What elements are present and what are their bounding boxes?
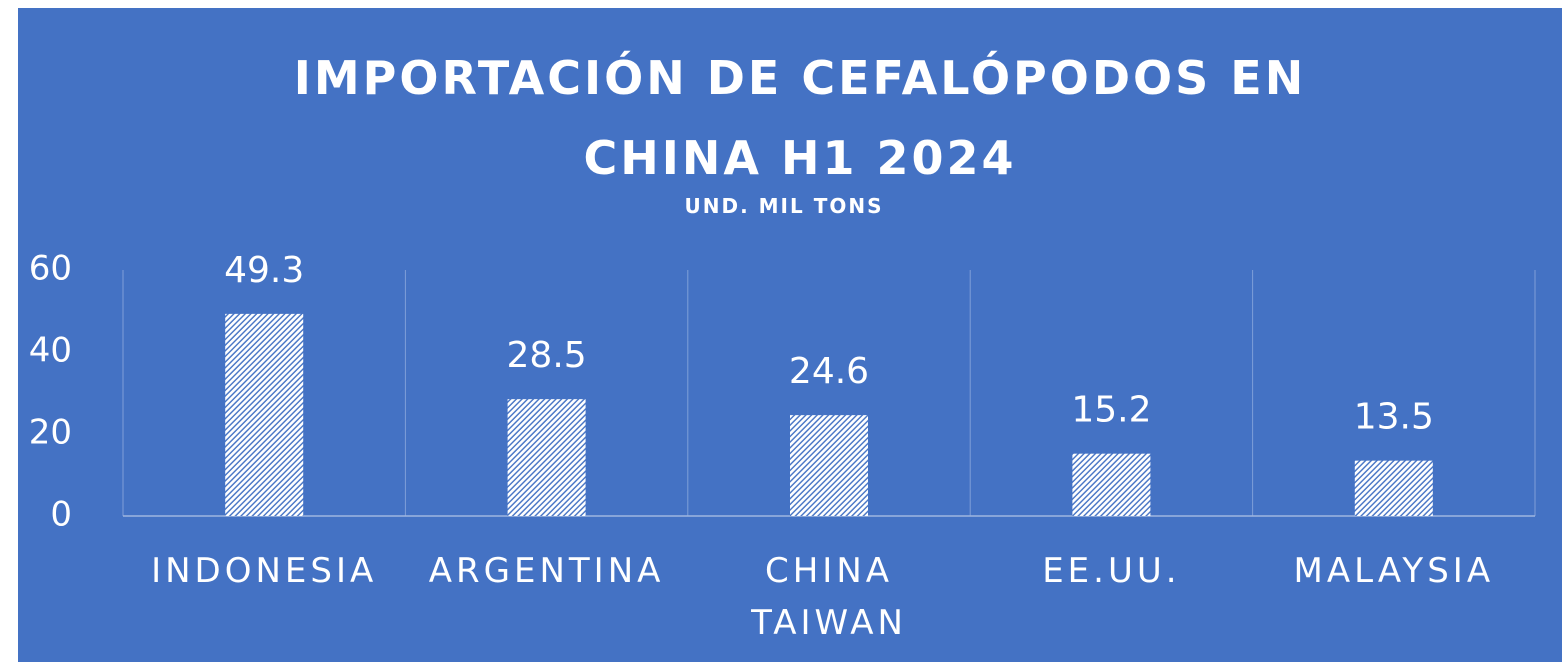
y-tick-label: 0 <box>50 495 72 535</box>
x-tick-label: ARGENTINA <box>428 551 665 591</box>
data-label: 15.2 <box>1071 390 1151 431</box>
chart-subtitle: UND. MIL TONS <box>684 194 884 218</box>
x-tick-label: CHINA TAIWAN <box>751 551 907 643</box>
y-tick-label: 40 <box>29 331 72 371</box>
y-tick-label: 60 <box>29 249 72 289</box>
bar <box>1354 460 1433 516</box>
x-tick-label: MALAYSIA <box>1293 551 1495 591</box>
bar <box>1072 453 1151 516</box>
y-tick-label: 20 <box>29 413 72 453</box>
chart-title: IMPORTACIÓN DE CEFALÓPODOS EN CHINA H1 2… <box>293 51 1307 185</box>
data-label: 28.5 <box>507 335 587 376</box>
data-label: 49.3 <box>224 250 304 291</box>
bar <box>507 399 586 516</box>
bar <box>790 415 868 516</box>
x-tick-label: INDONESIA <box>151 551 378 591</box>
data-label: 24.6 <box>789 351 869 392</box>
bar <box>225 313 304 516</box>
x-tick-label: EE.UU. <box>1042 551 1181 591</box>
data-label: 13.5 <box>1354 397 1434 438</box>
